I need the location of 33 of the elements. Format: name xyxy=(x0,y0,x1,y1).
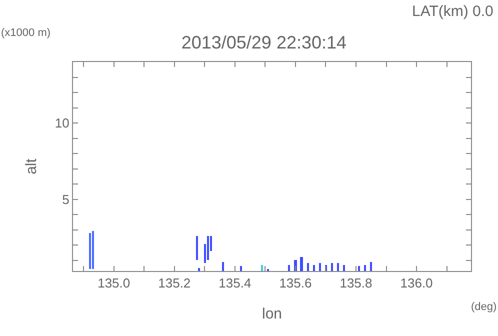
x-tick-label: 135.0 xyxy=(98,276,130,291)
bar xyxy=(207,236,209,260)
x-tick-label: 135.2 xyxy=(158,276,191,291)
bar xyxy=(261,265,263,271)
bar xyxy=(358,266,360,271)
x-tick-label: 135.8 xyxy=(340,276,372,291)
chart-title: 2013/05/29 22:30:14 xyxy=(181,32,347,52)
y-axis-title: alt xyxy=(23,158,40,174)
bar xyxy=(331,263,333,271)
bar xyxy=(198,268,200,271)
bar xyxy=(364,265,366,271)
text: (x1000 m) xyxy=(1,27,51,39)
bar xyxy=(288,265,290,271)
bar xyxy=(307,263,309,271)
y-tick-label: 5 xyxy=(62,192,70,207)
text: LAT(km) 0.0 xyxy=(412,3,494,20)
bar xyxy=(196,236,198,260)
bar xyxy=(319,263,321,271)
bar xyxy=(343,265,345,271)
bar xyxy=(89,233,91,269)
y-tick-label: 10 xyxy=(54,116,70,131)
text: (deg) xyxy=(471,301,497,313)
bar xyxy=(222,262,224,271)
x-tick-label: 135.6 xyxy=(279,276,312,291)
bar xyxy=(313,265,315,271)
x-tick-label: 135.4 xyxy=(218,276,252,291)
bar xyxy=(92,231,94,269)
bar xyxy=(240,266,242,271)
x-axis-title: lon xyxy=(262,306,282,323)
bar xyxy=(337,263,339,271)
bar xyxy=(300,257,303,271)
x-tick-label: 136.0 xyxy=(400,276,433,291)
bar xyxy=(370,262,372,271)
